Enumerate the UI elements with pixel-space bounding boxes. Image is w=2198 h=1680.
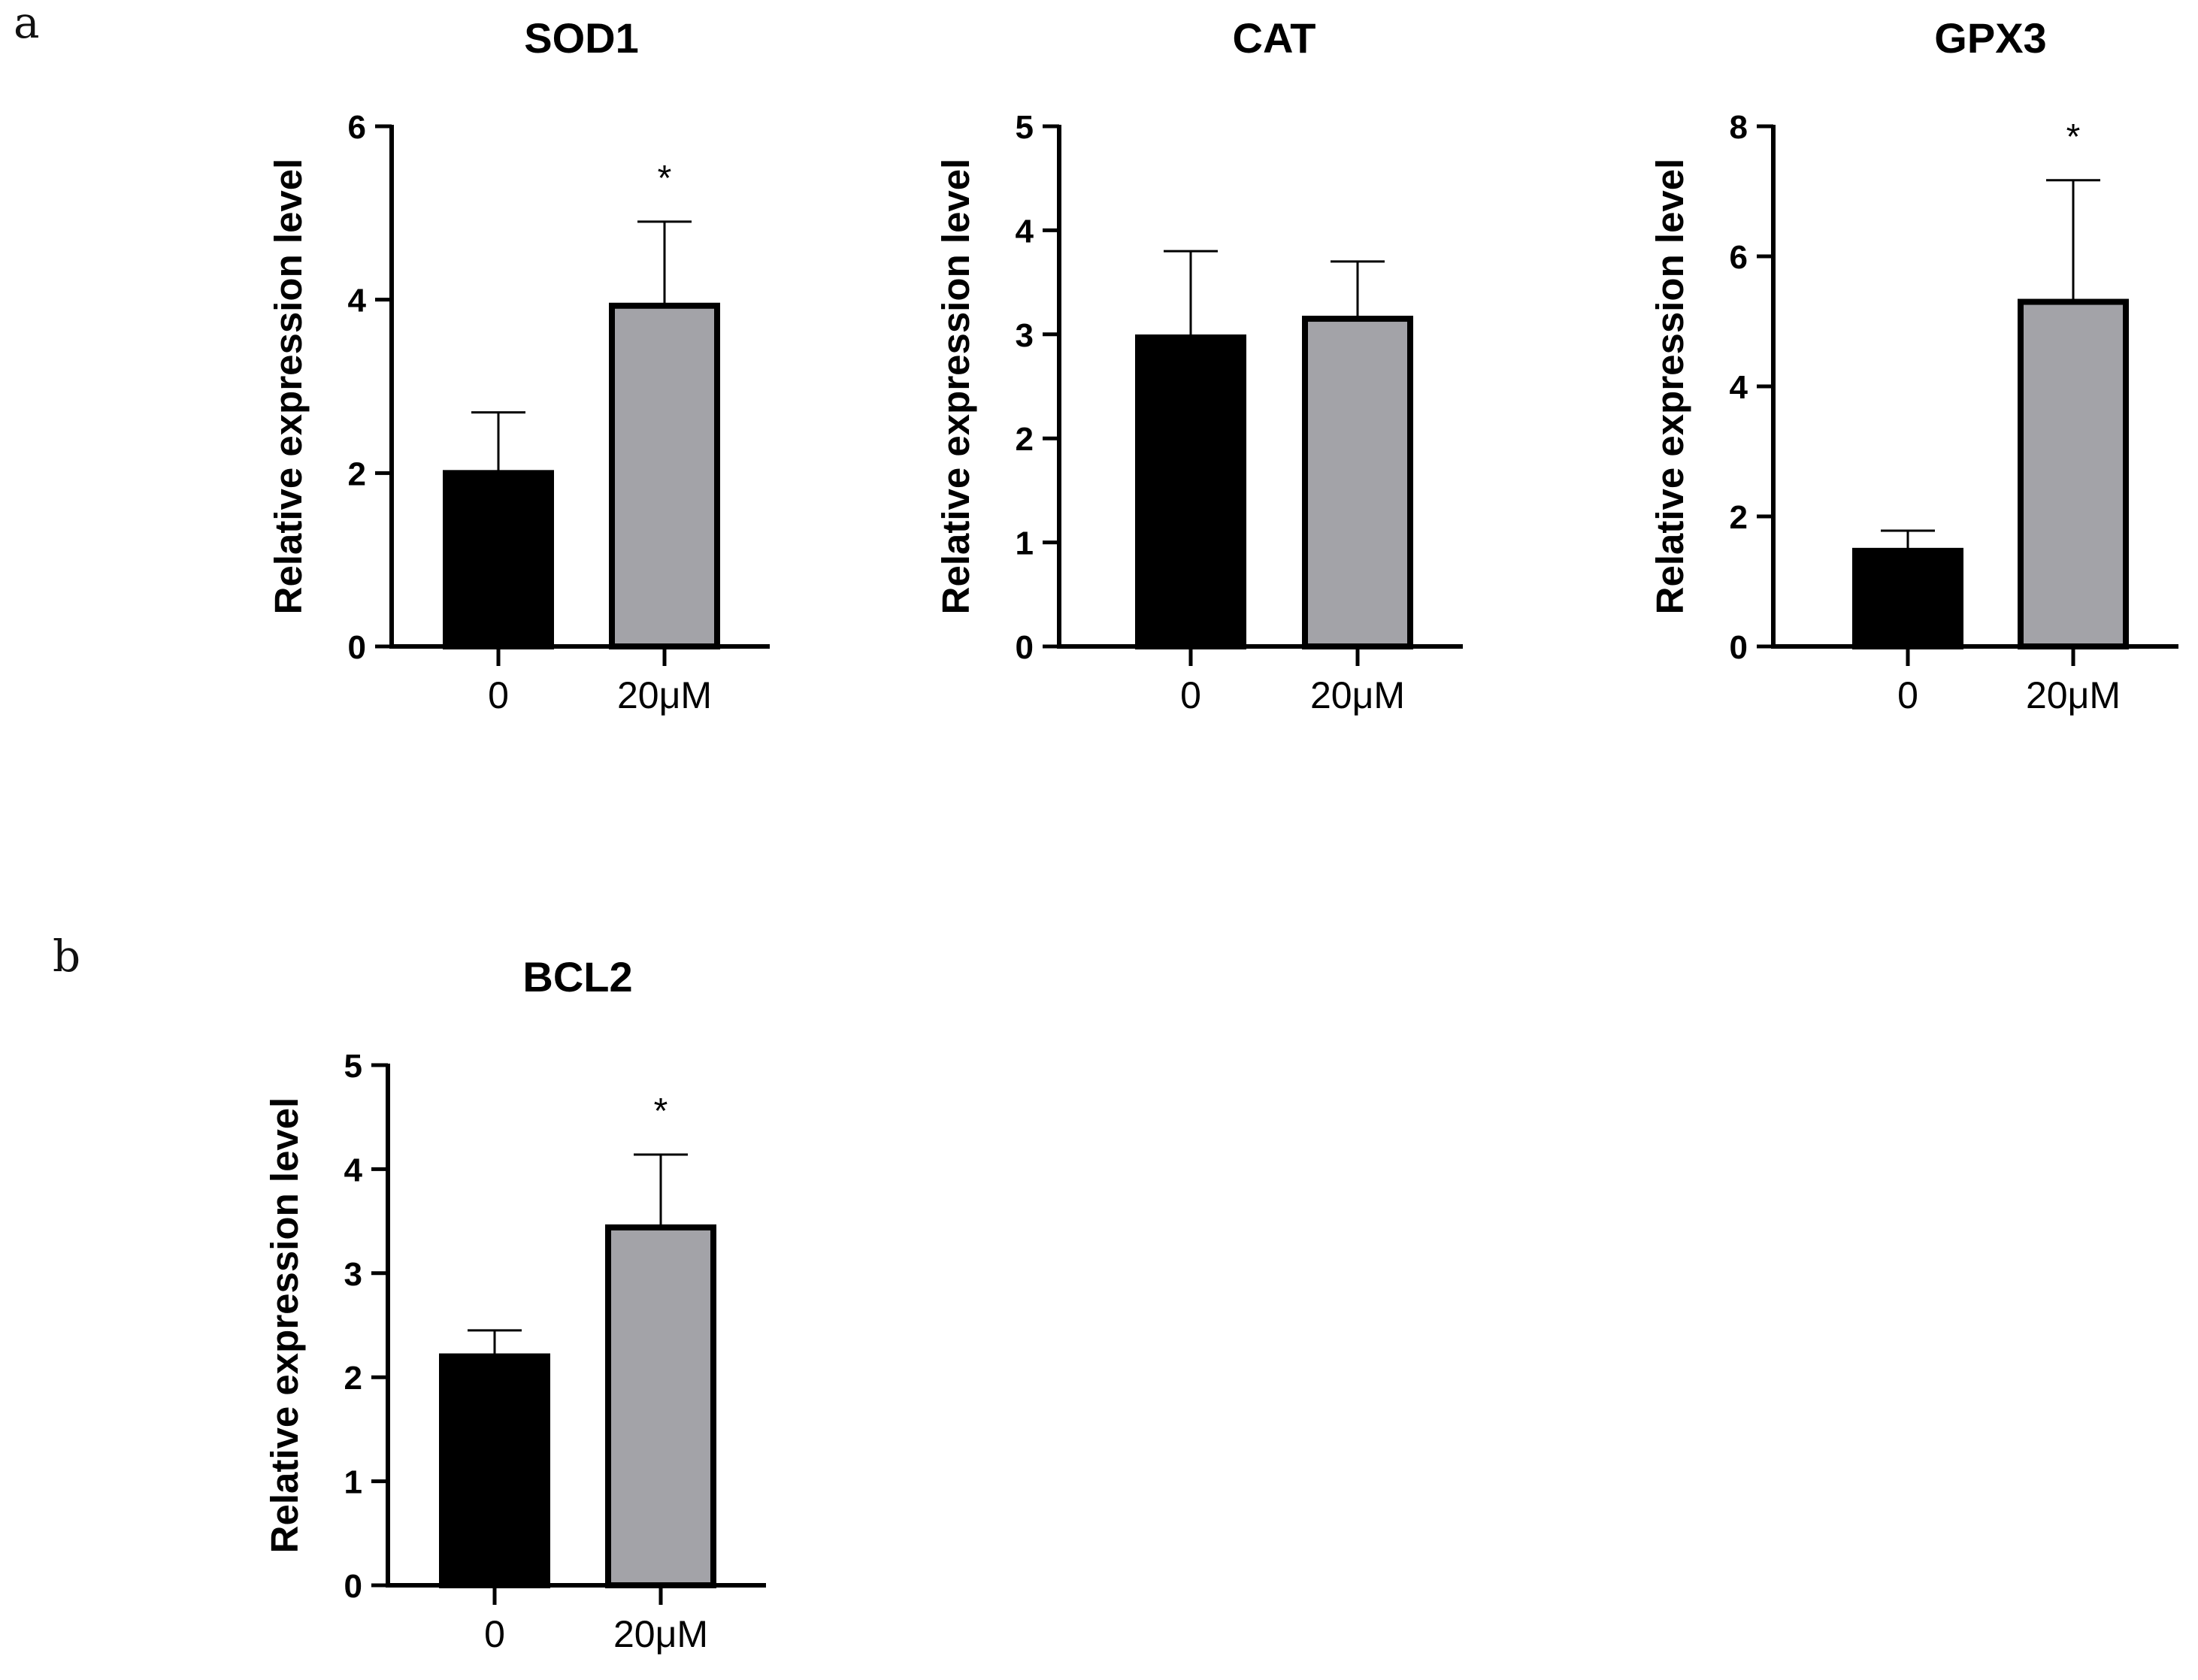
x-category-label: 20μM	[2026, 674, 2121, 716]
significance-marker: *	[654, 1091, 668, 1131]
y-tick-label: 3	[1016, 317, 1034, 354]
y-tick-label: 6	[1730, 239, 1748, 276]
bar-treated	[609, 302, 720, 649]
y-tick-label: 0	[348, 629, 366, 666]
x-category-label: 0	[1180, 674, 1201, 716]
y-tick-label: 0	[1016, 629, 1034, 666]
x-category-label: 0	[488, 674, 509, 716]
chart-gpx3: GPX3 Relative expression level 0 2 4 6 8 0 20μM *	[1648, 14, 2178, 716]
y-tick-label: 0	[344, 1568, 362, 1605]
bar-control	[1135, 334, 1246, 649]
chart-title: GPX3	[1934, 14, 2046, 62]
y-tick-label: 5	[1016, 109, 1034, 146]
x-category-label: 20μM	[1310, 674, 1405, 716]
charts-container: SOD1 Relative expression level 0 2 4 6 0 20μM * C…	[263, 14, 2178, 1655]
y-tick-label: 2	[348, 456, 366, 492]
x-category-label: 0	[484, 1613, 505, 1655]
panel-label-b: b	[53, 931, 80, 982]
x-category-label: 20μM	[613, 1613, 708, 1655]
x-category-label: 20μM	[617, 674, 712, 716]
bar-treated	[605, 1224, 716, 1589]
y-tick-label: 4	[348, 283, 367, 319]
y-tick-label: 2	[344, 1360, 362, 1397]
chart-sod1: SOD1 Relative expression level 0 2 4 6 0 20μM *	[267, 14, 770, 716]
y-tick-label: 6	[348, 109, 366, 146]
y-tick-label: 1	[344, 1464, 362, 1501]
y-tick-label: 4	[344, 1152, 363, 1188]
bar-control	[439, 1353, 550, 1589]
y-tick-label: 8	[1730, 109, 1748, 146]
y-axis-label: Relative expression level	[934, 159, 977, 615]
chart-title: BCL2	[522, 953, 632, 1000]
y-tick-label: 1	[1016, 525, 1034, 562]
significance-marker: *	[2066, 117, 2081, 157]
y-tick-label: 4	[1730, 369, 1748, 406]
bar-control	[1852, 547, 1963, 649]
chart-title: CAT	[1233, 14, 1316, 62]
chart-title: SOD1	[524, 14, 639, 62]
bar-treated	[2018, 298, 2129, 649]
x-category-label: 0	[1897, 674, 1918, 716]
significance-marker: *	[658, 159, 672, 198]
y-tick-label: 2	[1730, 499, 1748, 536]
y-axis-label: Relative expression level	[263, 1097, 306, 1554]
bar-treated	[1302, 316, 1413, 649]
y-axis-label: Relative expression level	[267, 159, 310, 615]
bar-control	[443, 470, 554, 649]
y-tick-label: 2	[1016, 421, 1034, 458]
y-tick-label: 0	[1730, 629, 1748, 666]
panel-label-a: a	[14, 0, 40, 48]
y-axis-label: Relative expression level	[1648, 159, 1691, 615]
y-tick-label: 4	[1016, 213, 1034, 250]
chart-bcl2: BCL2 Relative expression level 0 1 2 3 4 5 0 20μM…	[263, 953, 766, 1655]
y-tick-label: 5	[344, 1048, 362, 1085]
y-tick-label: 3	[344, 1256, 362, 1293]
chart-cat: CAT Relative expression level 0 1 2 3 4 5 0 20μM	[934, 14, 1463, 716]
